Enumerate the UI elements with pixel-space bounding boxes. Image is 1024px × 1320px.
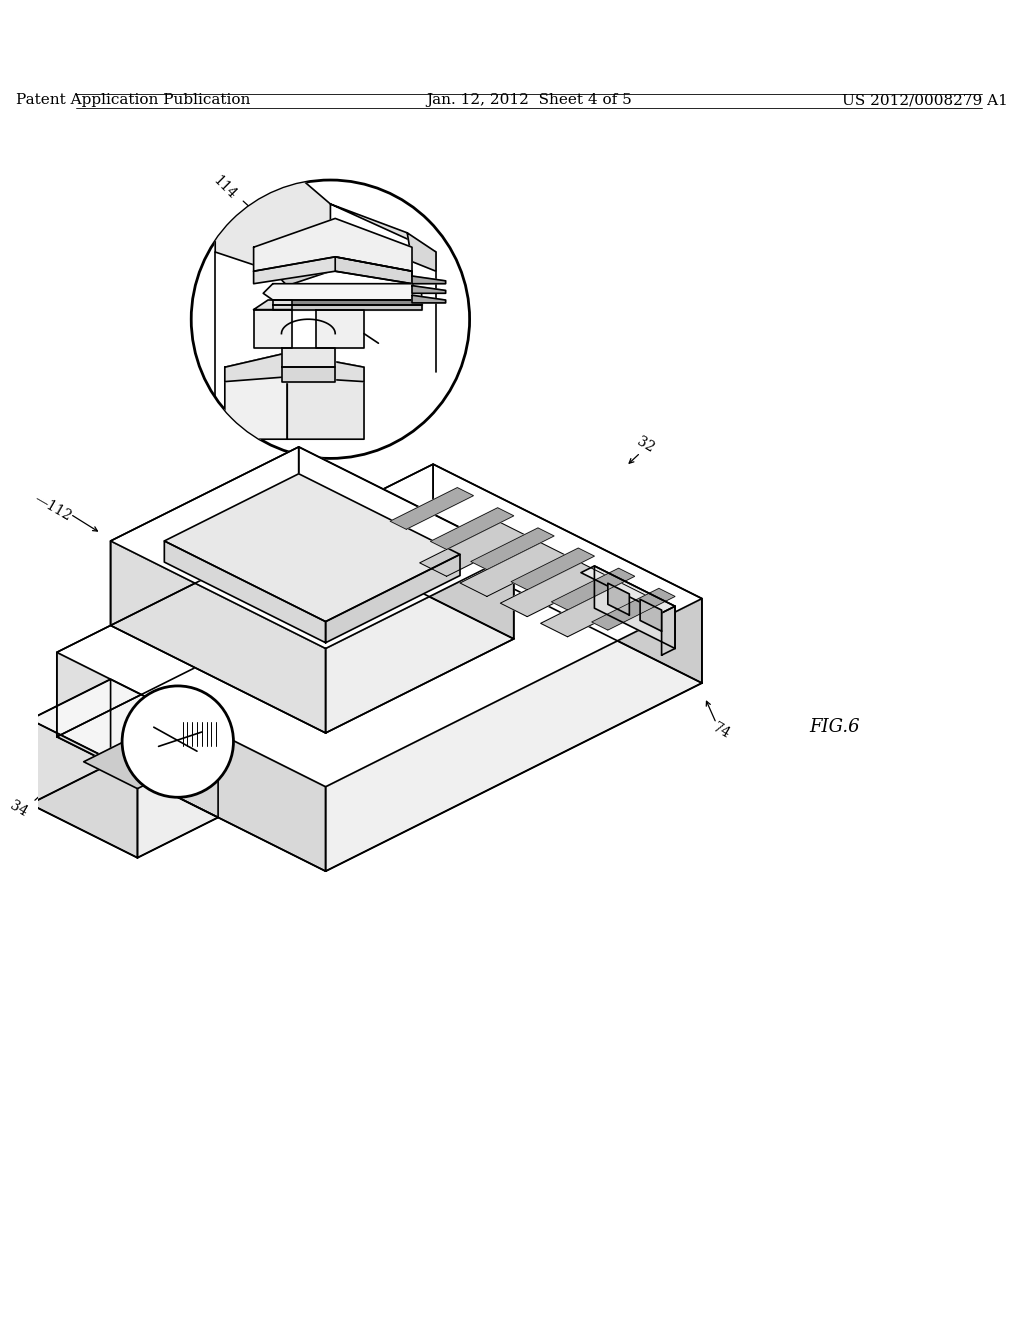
Polygon shape bbox=[56, 652, 326, 871]
Text: 32: 32 bbox=[634, 434, 656, 455]
Polygon shape bbox=[640, 599, 662, 631]
Polygon shape bbox=[412, 296, 445, 302]
Polygon shape bbox=[335, 257, 412, 284]
Polygon shape bbox=[254, 310, 292, 348]
Polygon shape bbox=[581, 566, 675, 612]
Text: —112: —112 bbox=[32, 491, 74, 524]
Polygon shape bbox=[111, 541, 326, 733]
Polygon shape bbox=[283, 367, 335, 381]
Polygon shape bbox=[662, 606, 675, 655]
Polygon shape bbox=[283, 348, 335, 367]
Polygon shape bbox=[511, 548, 594, 590]
Text: Jan. 12, 2012  Sheet 4 of 5: Jan. 12, 2012 Sheet 4 of 5 bbox=[426, 94, 632, 107]
Polygon shape bbox=[541, 583, 648, 636]
Polygon shape bbox=[471, 528, 554, 569]
Text: 96: 96 bbox=[339, 290, 354, 304]
Polygon shape bbox=[30, 719, 137, 858]
Text: 34: 34 bbox=[7, 799, 30, 820]
Polygon shape bbox=[225, 352, 364, 381]
Polygon shape bbox=[254, 257, 412, 284]
Polygon shape bbox=[30, 680, 218, 774]
Polygon shape bbox=[56, 465, 701, 787]
Circle shape bbox=[191, 180, 470, 458]
Polygon shape bbox=[84, 742, 178, 788]
Text: 52: 52 bbox=[190, 626, 213, 647]
Polygon shape bbox=[111, 532, 514, 733]
Polygon shape bbox=[164, 541, 326, 643]
Polygon shape bbox=[326, 554, 514, 733]
Text: 70: 70 bbox=[166, 751, 180, 762]
Polygon shape bbox=[254, 300, 292, 310]
Text: 70: 70 bbox=[383, 337, 398, 350]
Polygon shape bbox=[326, 554, 460, 643]
Polygon shape bbox=[501, 562, 608, 616]
Circle shape bbox=[122, 686, 233, 797]
Polygon shape bbox=[215, 176, 331, 271]
Polygon shape bbox=[272, 252, 331, 285]
Polygon shape bbox=[111, 447, 299, 626]
Polygon shape bbox=[272, 300, 422, 305]
Polygon shape bbox=[433, 465, 701, 682]
Polygon shape bbox=[390, 487, 473, 529]
Text: 50: 50 bbox=[113, 752, 130, 766]
Polygon shape bbox=[331, 205, 436, 271]
Polygon shape bbox=[408, 232, 436, 271]
Polygon shape bbox=[137, 733, 218, 858]
Polygon shape bbox=[592, 589, 675, 630]
Polygon shape bbox=[420, 523, 527, 577]
Polygon shape bbox=[272, 305, 422, 310]
Polygon shape bbox=[316, 310, 364, 348]
Polygon shape bbox=[430, 508, 514, 549]
Text: 74: 74 bbox=[710, 721, 732, 742]
Polygon shape bbox=[594, 566, 675, 648]
Polygon shape bbox=[608, 583, 630, 615]
Polygon shape bbox=[551, 568, 635, 610]
Text: FIG.6: FIG.6 bbox=[809, 718, 860, 737]
Polygon shape bbox=[287, 352, 364, 440]
Polygon shape bbox=[254, 218, 412, 271]
Text: 96: 96 bbox=[166, 731, 180, 742]
Polygon shape bbox=[299, 447, 514, 639]
Polygon shape bbox=[30, 680, 111, 804]
Polygon shape bbox=[164, 474, 460, 622]
Polygon shape bbox=[56, 549, 701, 871]
Polygon shape bbox=[225, 352, 287, 440]
Text: 114: 114 bbox=[211, 173, 240, 202]
Polygon shape bbox=[460, 543, 567, 597]
Text: Patent Application Publication: Patent Application Publication bbox=[16, 94, 251, 107]
Text: US 2012/0008279 A1: US 2012/0008279 A1 bbox=[842, 94, 1008, 107]
Polygon shape bbox=[263, 284, 422, 300]
Polygon shape bbox=[412, 276, 445, 284]
Polygon shape bbox=[56, 465, 433, 737]
Polygon shape bbox=[111, 447, 514, 648]
Polygon shape bbox=[30, 764, 218, 858]
Polygon shape bbox=[412, 285, 445, 293]
Polygon shape bbox=[326, 598, 701, 871]
